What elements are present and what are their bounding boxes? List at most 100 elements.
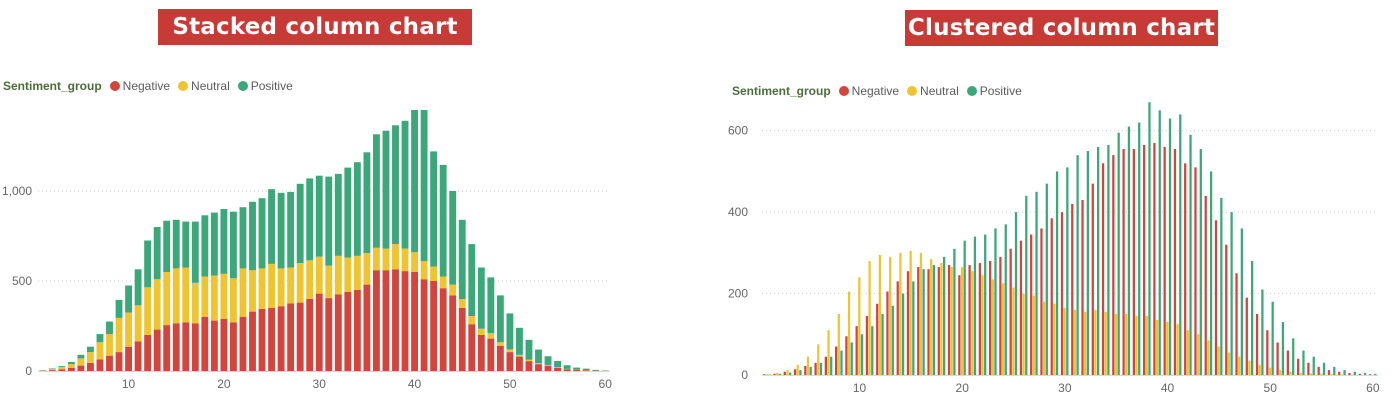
bar-negative[interactable] <box>353 290 361 371</box>
bar-neutral[interactable] <box>919 252 923 375</box>
bar-negative[interactable] <box>201 317 209 371</box>
bar-neutral[interactable] <box>1094 309 1097 375</box>
bar-positive[interactable] <box>96 334 104 343</box>
bar-neutral[interactable] <box>134 305 142 342</box>
bar-neutral[interactable] <box>909 250 912 375</box>
bar-positive[interactable] <box>1086 151 1090 375</box>
bar-negative[interactable] <box>1317 366 1320 375</box>
bar-negative[interactable] <box>1050 218 1053 375</box>
bar-negative[interactable] <box>999 256 1002 375</box>
bar-positive[interactable] <box>458 219 466 299</box>
bar-neutral[interactable] <box>296 263 304 303</box>
bar-negative[interactable] <box>220 318 228 371</box>
bar-positive[interactable] <box>306 178 314 261</box>
bar-negative[interactable] <box>382 270 390 371</box>
legend-item-negative[interactable]: Negative <box>838 84 899 98</box>
bar-positive[interactable] <box>1066 167 1069 375</box>
bar-positive[interactable] <box>1025 195 1028 375</box>
bar-negative[interactable] <box>430 281 438 371</box>
bar-neutral[interactable] <box>87 352 94 363</box>
bar-positive[interactable] <box>984 234 987 375</box>
bar-negative[interactable] <box>1214 220 1218 375</box>
bar-neutral[interactable] <box>1145 315 1148 375</box>
bar-negative[interactable] <box>1142 144 1146 375</box>
bar-negative[interactable] <box>401 271 409 371</box>
bar-neutral[interactable] <box>878 254 882 375</box>
bar-neutral[interactable] <box>1279 370 1282 375</box>
bar-positive[interactable] <box>592 369 600 371</box>
bar-neutral[interactable] <box>1238 356 1241 375</box>
bar-neutral[interactable] <box>401 248 409 272</box>
bar-positive[interactable] <box>573 367 581 370</box>
bar-negative[interactable] <box>153 329 161 371</box>
bar-positive[interactable] <box>1333 366 1336 375</box>
bar-neutral[interactable] <box>1155 320 1159 375</box>
bar-neutral[interactable] <box>277 268 285 307</box>
bar-positive[interactable] <box>1271 301 1274 375</box>
bar-positive[interactable] <box>830 356 833 375</box>
bar-neutral[interactable] <box>487 333 495 339</box>
bar-positive[interactable] <box>334 173 342 256</box>
bar-negative[interactable] <box>544 365 552 371</box>
bar-neutral[interactable] <box>1309 373 1313 375</box>
bar-negative[interactable] <box>917 267 920 375</box>
bar-neutral[interactable] <box>806 356 810 375</box>
bar-negative[interactable] <box>937 267 940 375</box>
bar-negative[interactable] <box>554 367 561 371</box>
bar-neutral[interactable] <box>1042 301 1046 375</box>
bar-positive[interactable] <box>201 215 209 277</box>
bar-positive[interactable] <box>477 267 485 329</box>
bar-positive[interactable] <box>230 211 237 279</box>
bar-neutral[interactable] <box>1330 374 1333 375</box>
bar-positive[interactable] <box>1035 191 1038 375</box>
bar-negative[interactable] <box>287 303 295 372</box>
bar-negative[interactable] <box>896 281 899 375</box>
bar-positive[interactable] <box>912 281 915 375</box>
bar-neutral[interactable] <box>458 299 466 308</box>
bar-neutral[interactable] <box>1299 372 1302 375</box>
bar-positive[interactable] <box>239 207 247 269</box>
bar-negative[interactable] <box>1081 199 1084 375</box>
bar-neutral[interactable] <box>363 253 371 285</box>
bar-negative[interactable] <box>865 315 869 375</box>
bar-neutral[interactable] <box>258 268 266 309</box>
bar-neutral[interactable] <box>1227 352 1231 375</box>
bar-neutral[interactable] <box>827 330 830 375</box>
bar-negative[interactable] <box>468 324 476 371</box>
bar-negative[interactable] <box>439 288 447 371</box>
bar-negative[interactable] <box>1122 149 1125 375</box>
bar-negative[interactable] <box>182 322 190 371</box>
bar-negative[interactable] <box>876 303 879 375</box>
legend-item-negative[interactable]: Negative <box>109 79 170 93</box>
bar-negative[interactable] <box>449 295 457 371</box>
bar-neutral[interactable] <box>373 247 380 271</box>
bar-positive[interactable] <box>468 244 476 317</box>
bar-positive[interactable] <box>778 373 782 375</box>
bar-positive[interactable] <box>363 152 371 254</box>
bar-negative[interactable] <box>1091 183 1094 375</box>
bar-neutral[interactable] <box>1053 303 1056 375</box>
bar-neutral[interactable] <box>1248 360 1251 375</box>
bar-neutral[interactable] <box>786 370 789 375</box>
bar-positive[interactable] <box>87 346 94 353</box>
bar-neutral[interactable] <box>496 342 504 346</box>
bar-positive[interactable] <box>325 176 333 266</box>
bar-positive[interactable] <box>449 191 457 285</box>
bar-neutral[interactable] <box>220 273 228 319</box>
bar-negative[interactable] <box>1245 297 1248 375</box>
bar-neutral[interactable] <box>439 276 447 289</box>
bar-positive[interactable] <box>1302 350 1305 375</box>
bar-negative[interactable] <box>1184 163 1187 375</box>
bar-positive[interactable] <box>1014 212 1018 375</box>
bar-neutral[interactable] <box>106 334 113 356</box>
bar-positive[interactable] <box>535 349 542 364</box>
bar-positive[interactable] <box>973 236 977 375</box>
bar-neutral[interactable] <box>144 287 152 335</box>
bar-neutral[interactable] <box>201 276 209 318</box>
bar-neutral[interactable] <box>1289 371 1292 375</box>
bar-positive[interactable] <box>1097 147 1100 375</box>
bar-negative[interactable] <box>1071 204 1074 375</box>
bar-positive[interactable] <box>77 354 85 359</box>
bar-neutral[interactable] <box>344 257 352 292</box>
bar-negative[interactable] <box>163 325 171 371</box>
